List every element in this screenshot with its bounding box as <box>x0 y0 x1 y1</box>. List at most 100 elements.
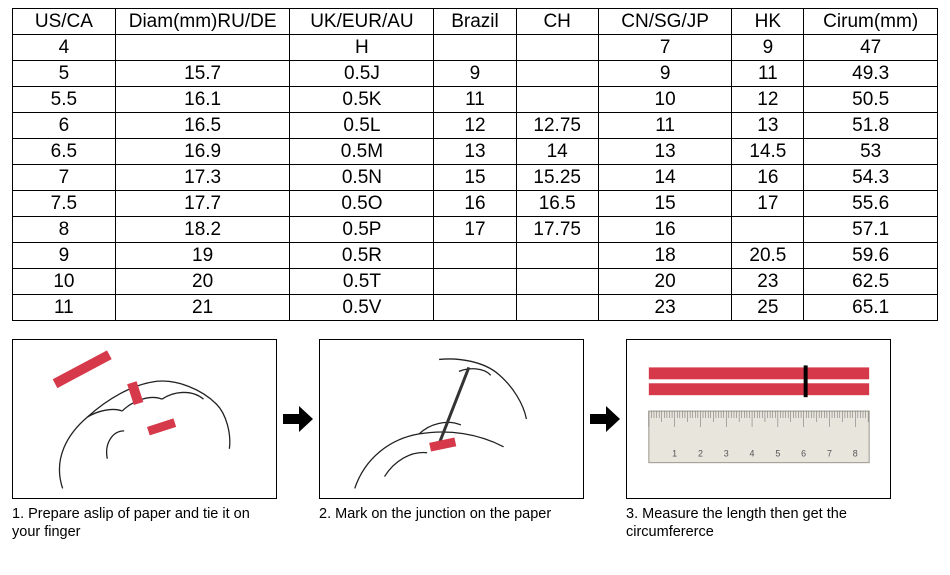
table-cell <box>434 35 516 61</box>
table-cell: 0.5O <box>290 191 434 217</box>
svg-text:3: 3 <box>724 449 729 459</box>
steps-row: 1. Prepare aslip of paper and tie it on … <box>12 339 938 541</box>
table-row: 6.516.90.5M13141314.553 <box>13 139 938 165</box>
table-cell: 17.7 <box>115 191 290 217</box>
table-row: 9190.5R1820.559.6 <box>13 243 938 269</box>
table-cell: 47 <box>804 35 938 61</box>
table-cell: 13 <box>598 139 732 165</box>
table-cell <box>115 35 290 61</box>
table-cell: 0.5L <box>290 113 434 139</box>
table-cell: 16.1 <box>115 87 290 113</box>
step-2-illustration <box>319 339 584 499</box>
table-row: 5.516.10.5K11101250.5 <box>13 87 938 113</box>
table-cell: 0.5M <box>290 139 434 165</box>
table-cell: 25 <box>732 295 804 321</box>
table-cell: 6.5 <box>13 139 116 165</box>
table-cell: 53 <box>804 139 938 165</box>
column-header: HK <box>732 9 804 35</box>
table-cell: 18.2 <box>115 217 290 243</box>
table-cell: 13 <box>434 139 516 165</box>
svg-text:7: 7 <box>827 449 832 459</box>
table-cell: H <box>290 35 434 61</box>
table-cell: 20 <box>598 269 732 295</box>
table-cell: 0.5N <box>290 165 434 191</box>
table-cell: 20 <box>115 269 290 295</box>
table-cell: 57.1 <box>804 217 938 243</box>
step-2: 2. Mark on the junction on the paper <box>319 339 584 523</box>
table-cell: 9 <box>732 35 804 61</box>
table-cell: 14.5 <box>732 139 804 165</box>
table-cell: 15.25 <box>516 165 598 191</box>
arrow-icon <box>584 339 626 499</box>
step-1-caption: 1. Prepare aslip of paper and tie it on … <box>12 505 277 541</box>
table-cell: 7.5 <box>13 191 116 217</box>
column-header: Diam(mm)RU/DE <box>115 9 290 35</box>
table-cell: 8 <box>13 217 116 243</box>
table-cell: 0.5R <box>290 243 434 269</box>
table-cell: 14 <box>598 165 732 191</box>
table-cell: 17.75 <box>516 217 598 243</box>
table-cell: 65.1 <box>804 295 938 321</box>
svg-text:4: 4 <box>750 449 755 459</box>
table-row: 4H7947 <box>13 35 938 61</box>
table-cell <box>516 295 598 321</box>
table-cell: 9 <box>598 61 732 87</box>
table-cell: 11 <box>13 295 116 321</box>
table-cell: 17 <box>434 217 516 243</box>
table-cell: 9 <box>13 243 116 269</box>
table-cell: 12 <box>732 87 804 113</box>
table-cell: 17 <box>732 191 804 217</box>
table-cell: 51.8 <box>804 113 938 139</box>
column-header: UK/EUR/AU <box>290 9 434 35</box>
table-cell: 23 <box>732 269 804 295</box>
column-header: Cirum(mm) <box>804 9 938 35</box>
step-2-caption: 2. Mark on the junction on the paper <box>319 505 584 523</box>
column-header: CN/SG/JP <box>598 9 732 35</box>
table-cell: 55.6 <box>804 191 938 217</box>
table-cell: 9 <box>434 61 516 87</box>
table-cell: 23 <box>598 295 732 321</box>
step-3: 123 456 78 3. Measure the length then ge… <box>626 339 891 541</box>
table-cell: 54.3 <box>804 165 938 191</box>
table-cell: 15 <box>434 165 516 191</box>
table-cell: 59.6 <box>804 243 938 269</box>
table-row: 616.50.5L1212.75111351.8 <box>13 113 938 139</box>
table-cell: 11 <box>598 113 732 139</box>
table-cell: 0.5T <box>290 269 434 295</box>
table-cell: 7 <box>13 165 116 191</box>
table-cell: 18 <box>598 243 732 269</box>
table-cell <box>516 35 598 61</box>
arrow-icon <box>277 339 319 499</box>
svg-text:6: 6 <box>801 449 806 459</box>
column-header: US/CA <box>13 9 116 35</box>
svg-text:8: 8 <box>853 449 858 459</box>
table-cell: 0.5J <box>290 61 434 87</box>
table-cell: 10 <box>598 87 732 113</box>
table-row: 717.30.5N1515.25141654.3 <box>13 165 938 191</box>
table-cell: 0.5V <box>290 295 434 321</box>
table-cell <box>434 243 516 269</box>
svg-text:2: 2 <box>698 449 703 459</box>
table-cell: 12 <box>434 113 516 139</box>
table-cell: 50.5 <box>804 87 938 113</box>
column-header: Brazil <box>434 9 516 35</box>
table-cell: 11 <box>434 87 516 113</box>
table-cell: 10 <box>13 269 116 295</box>
table-cell: 14 <box>516 139 598 165</box>
step-1-illustration <box>12 339 277 499</box>
table-cell: 62.5 <box>804 269 938 295</box>
ring-size-table: US/CADiam(mm)RU/DEUK/EUR/AUBrazilCHCN/SG… <box>12 8 938 321</box>
table-cell: 16.5 <box>115 113 290 139</box>
table-cell <box>732 217 804 243</box>
table-cell: 5.5 <box>13 87 116 113</box>
table-cell: 15 <box>598 191 732 217</box>
table-row: 7.517.70.5O1616.5151755.6 <box>13 191 938 217</box>
table-cell: 13 <box>732 113 804 139</box>
table-row: 515.70.5J991149.3 <box>13 61 938 87</box>
table-cell <box>516 61 598 87</box>
table-cell: 6 <box>13 113 116 139</box>
table-cell: 12.75 <box>516 113 598 139</box>
table-cell: 15.7 <box>115 61 290 87</box>
step-1: 1. Prepare aslip of paper and tie it on … <box>12 339 277 541</box>
step-3-caption: 3. Measure the length then get the circu… <box>626 505 891 541</box>
